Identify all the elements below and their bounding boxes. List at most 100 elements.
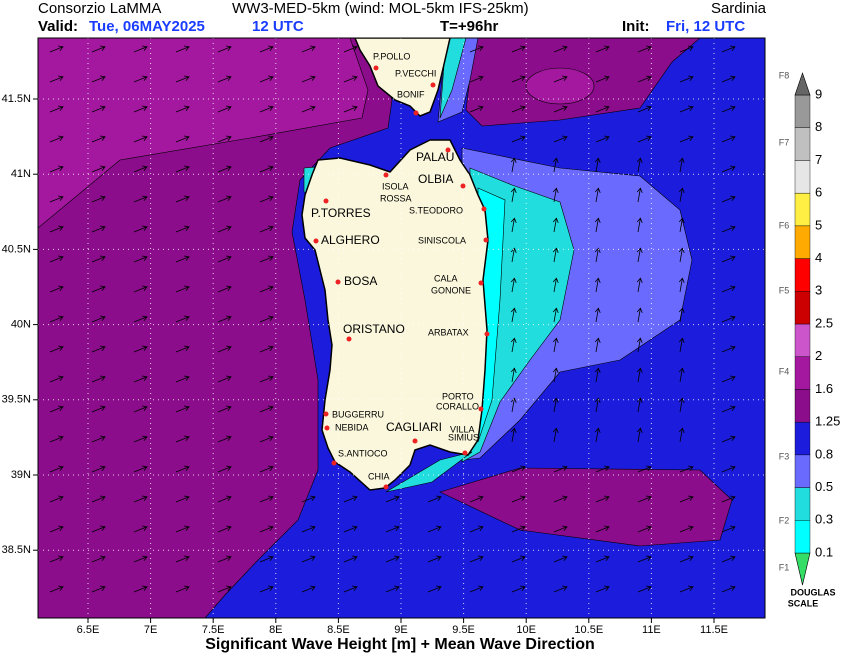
wave-arrow xyxy=(133,195,148,203)
wave-arrow xyxy=(678,367,685,383)
lat-label: 41N xyxy=(11,168,31,180)
dot xyxy=(412,438,418,444)
wave-arrow xyxy=(133,405,148,413)
wave-arrow xyxy=(594,367,601,383)
colorbar-band xyxy=(794,356,811,390)
dot xyxy=(478,280,484,286)
wave-arrow xyxy=(91,165,106,173)
wave-arrow xyxy=(594,397,601,413)
place-label: PALAU xyxy=(416,150,454,164)
lon-label: 9.5E xyxy=(452,624,475,636)
wave-arrow xyxy=(175,525,190,533)
wave-arrow xyxy=(427,555,442,563)
wave-arrow xyxy=(595,105,610,113)
wave-arrow xyxy=(511,495,526,503)
wave-arrow xyxy=(217,225,232,233)
lon-label: 8.5E xyxy=(327,624,350,636)
colorbar-band xyxy=(794,454,811,488)
wave-arrow xyxy=(721,585,736,593)
wave-arrow xyxy=(175,585,190,593)
wave-arrow xyxy=(175,135,190,143)
wave-arrow xyxy=(133,585,148,593)
wave-arrow xyxy=(133,255,148,263)
wave-arrow xyxy=(595,585,610,593)
place-label: CALA xyxy=(434,273,458,283)
wave-arrow xyxy=(637,465,652,473)
place-label: SIMIUS xyxy=(448,432,479,442)
wave-arrow xyxy=(511,555,526,563)
wave-arrow xyxy=(679,105,694,113)
wave-arrow xyxy=(91,465,106,473)
wave-arrow xyxy=(217,525,232,533)
wave-arrow xyxy=(259,105,274,113)
place-label: ISOLA xyxy=(382,181,409,191)
wave-arrow xyxy=(469,105,484,113)
wave-arrow xyxy=(510,367,517,383)
dot xyxy=(346,336,352,342)
wave-arrow xyxy=(301,585,316,593)
map: P.POLLO P.VECCHI BONIF PALAU OLBIA ISOLA… xyxy=(38,38,765,618)
wave-arrow xyxy=(259,465,274,473)
wave-arrow xyxy=(175,345,190,353)
place-label: ORISTANO xyxy=(343,322,405,336)
wave-arrow xyxy=(217,195,232,203)
wave-arrow xyxy=(91,555,106,563)
wave-arrow xyxy=(469,525,484,533)
wave-arrow xyxy=(217,315,232,323)
wave-arrow xyxy=(510,187,517,203)
wave-arrow xyxy=(91,105,106,113)
lat-label: 41.5N xyxy=(2,93,31,105)
wave-arrow xyxy=(510,307,517,323)
lon-label: 10E xyxy=(516,624,536,636)
wave-arrow xyxy=(636,217,643,233)
wave-arrow xyxy=(594,427,601,443)
wave-arrow xyxy=(678,247,685,263)
colorbar-triangle xyxy=(794,72,811,96)
wave-arrow xyxy=(175,375,190,383)
wave-arrow xyxy=(637,555,652,563)
dot xyxy=(483,237,489,243)
wave-arrow xyxy=(175,315,190,323)
wave-arrow xyxy=(175,75,190,83)
wave-arrow xyxy=(636,187,643,203)
scale-title: DOUGLAS xyxy=(791,587,836,597)
wave-arrow xyxy=(217,135,232,143)
wave-arrow xyxy=(510,337,517,353)
wave-arrow xyxy=(553,105,568,113)
douglas-label: F2 xyxy=(779,515,790,525)
wave-arrow xyxy=(721,285,736,293)
wave-arrow xyxy=(343,495,358,503)
wave-arrow xyxy=(217,285,232,293)
wave-arrow xyxy=(91,345,106,353)
wave-arrow xyxy=(678,187,685,203)
wave-arrow xyxy=(678,337,685,353)
wave-arrow xyxy=(175,225,190,233)
wave-arrow xyxy=(721,135,736,143)
wave-arrow xyxy=(133,555,148,563)
wave-arrow xyxy=(259,555,274,563)
wave-arrow xyxy=(721,375,736,383)
wave-arrow xyxy=(259,585,274,593)
colorbar-band xyxy=(794,127,811,161)
wave-arrow xyxy=(553,525,568,533)
douglas-label: F5 xyxy=(779,285,790,295)
wave-arrow xyxy=(469,75,484,83)
wave-arrow xyxy=(721,465,736,473)
colorbar-band xyxy=(794,258,811,292)
colorbar-label: 0.3 xyxy=(815,512,833,527)
wave-arrow xyxy=(133,465,148,473)
colorbar-label: 2 xyxy=(815,348,822,363)
place-label: SINISCOLA xyxy=(418,235,466,245)
wave-arrow xyxy=(721,495,736,503)
wave-arrow xyxy=(679,135,694,143)
lat-label: 39N xyxy=(11,469,31,481)
colorbar-band xyxy=(794,94,811,128)
wave-arrow xyxy=(636,157,643,173)
wave-arrow xyxy=(259,345,274,353)
wave-arrow xyxy=(91,375,106,383)
zone-magenta-ne xyxy=(525,67,595,105)
wave-arrow xyxy=(678,307,685,323)
wave-arrow xyxy=(510,427,517,443)
colorbar-band xyxy=(794,421,811,456)
lon-label: 6.5E xyxy=(77,624,100,636)
